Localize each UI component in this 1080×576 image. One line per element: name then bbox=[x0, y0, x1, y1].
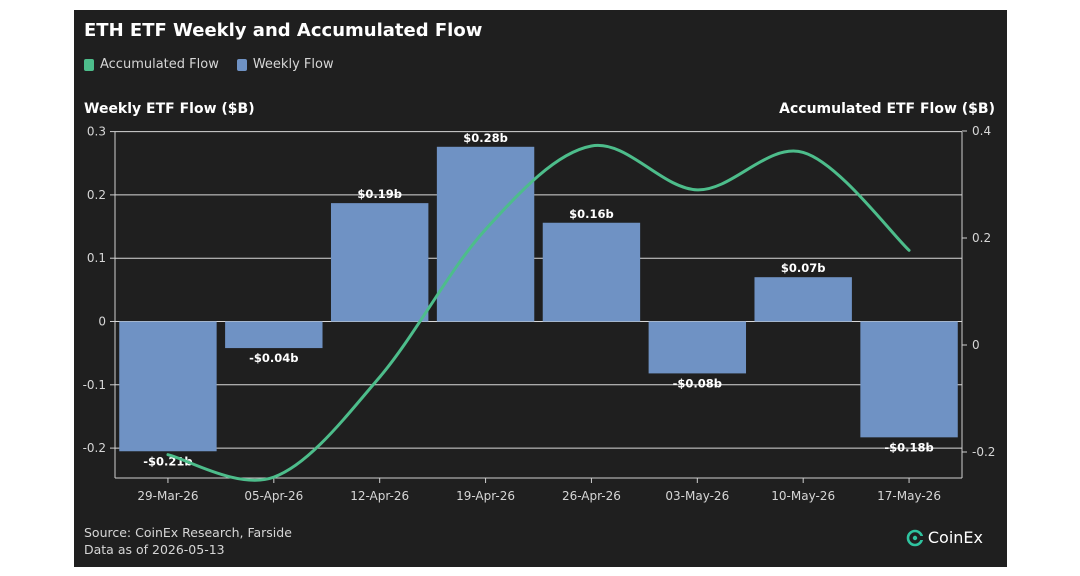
y-tick-label-right: 0 bbox=[972, 338, 980, 352]
x-tick-label: 19-Apr-26 bbox=[456, 489, 515, 503]
chart-panel: ETH ETF Weekly and Accumulated Flow Accu… bbox=[74, 10, 1007, 567]
x-tick-label: 17-May-26 bbox=[877, 489, 941, 503]
x-tick-label: 26-Apr-26 bbox=[562, 489, 621, 503]
bar-data-label: $0.16b bbox=[569, 207, 614, 221]
y-tick-label-left: 0.1 bbox=[87, 251, 106, 265]
legend-swatch-weekly bbox=[236, 58, 247, 71]
x-tick-label: 12-Apr-26 bbox=[350, 489, 409, 503]
legend: Accumulated Flow Weekly Flow bbox=[84, 57, 334, 72]
source-text: Source: CoinEx Research, Farside bbox=[84, 525, 292, 540]
right-axis-title: Accumulated ETF Flow ($B) bbox=[779, 101, 995, 117]
y-tick-label-right: 0.2 bbox=[972, 231, 991, 245]
chart-svg: 0.30.20.10-0.1-0.20.40.20-0.2-$0.21b-$0.… bbox=[83, 124, 996, 503]
weekly-flow-bar bbox=[542, 222, 641, 322]
y-tick-label-left: 0.3 bbox=[87, 125, 106, 139]
brand-name: CoinEx bbox=[927, 528, 983, 547]
legend-label-accumulated: Accumulated Flow bbox=[100, 57, 219, 72]
coinex-logo-icon bbox=[906, 529, 924, 546]
weekly-flow-bar bbox=[648, 321, 747, 374]
weekly-flow-bar bbox=[225, 321, 323, 349]
accumulated-flow-line bbox=[166, 143, 911, 482]
weekly-flow-bar bbox=[119, 321, 217, 452]
bar-data-label: $0.19b bbox=[357, 187, 402, 201]
chart-title: ETH ETF Weekly and Accumulated Flow bbox=[84, 20, 483, 41]
weekly-flow-bar bbox=[436, 146, 535, 322]
weekly-flow-bar bbox=[754, 277, 852, 322]
weekly-flow-bar bbox=[330, 203, 429, 322]
x-tick-label: 03-May-26 bbox=[665, 489, 729, 503]
bar-data-label: $0.28b bbox=[463, 131, 508, 145]
legend-item-accumulated: Accumulated Flow bbox=[84, 57, 219, 72]
footer: Source: CoinEx Research, Farside Data as… bbox=[84, 524, 292, 558]
data-date-text: Data as of 2026-05-13 bbox=[84, 542, 225, 557]
bar-data-label: -$0.04b bbox=[249, 351, 298, 365]
bar-data-label: -$0.08b bbox=[673, 376, 722, 390]
brand: CoinEx bbox=[906, 528, 983, 547]
y-tick-label-left: -0.2 bbox=[83, 441, 106, 455]
y-tick-label-left: -0.1 bbox=[83, 378, 106, 392]
legend-item-weekly: Weekly Flow bbox=[236, 57, 334, 72]
x-tick-label: 10-May-26 bbox=[771, 489, 835, 503]
y-tick-label-left: 0 bbox=[98, 315, 106, 329]
bar-data-label: -$0.18b bbox=[884, 440, 933, 454]
legend-swatch-accumulated bbox=[84, 58, 94, 71]
legend-label-weekly: Weekly Flow bbox=[252, 57, 334, 72]
left-axis-title: Weekly ETF Flow ($B) bbox=[84, 101, 255, 117]
y-tick-label-right: 0.4 bbox=[972, 124, 991, 138]
x-tick-label: 05-Apr-26 bbox=[244, 489, 303, 503]
weekly-flow-bar bbox=[860, 321, 958, 438]
y-tick-label-left: 0.2 bbox=[87, 188, 106, 202]
x-tick-label: 29-Mar-26 bbox=[137, 489, 198, 503]
bar-data-label: $0.07b bbox=[781, 261, 826, 275]
y-tick-label-right: -0.2 bbox=[972, 445, 995, 459]
